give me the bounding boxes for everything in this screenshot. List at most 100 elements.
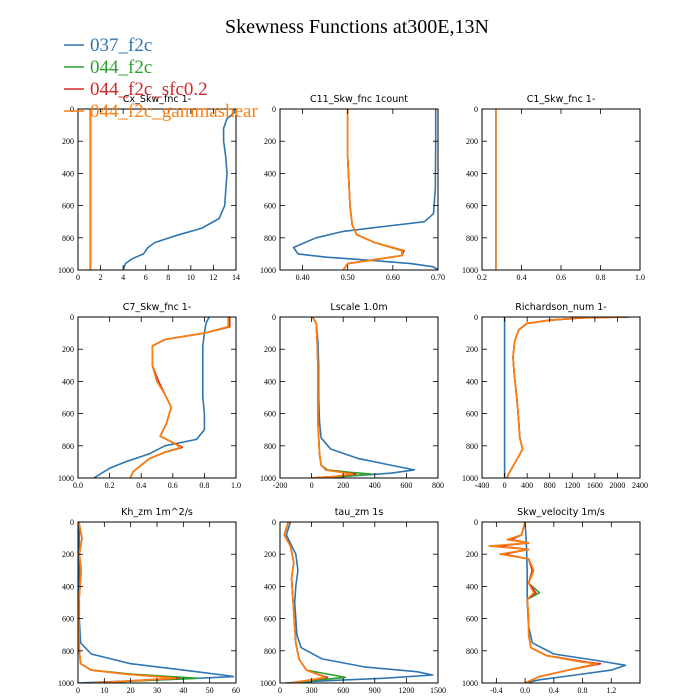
plot-frame: [279, 316, 439, 479]
y-tick-label: 400: [466, 377, 478, 386]
series-line-044_f2c_sfc0.2: [342, 109, 405, 270]
y-tick-label: 800: [466, 442, 478, 451]
series-line-044_f2c: [129, 317, 231, 478]
x-tick-label: 1.0: [231, 481, 241, 490]
x-tick-label: 0: [76, 273, 80, 282]
panel-title: tau_zm 1s: [335, 507, 384, 518]
series-line-044_f2c: [342, 109, 403, 270]
figure-title: Skewness Functions at300E,13N: [225, 16, 489, 38]
y-tick-label: 600: [466, 202, 478, 211]
legend-item: 037_f2c: [64, 35, 152, 56]
legend-item: 044_f2c_gammashear: [64, 101, 258, 122]
x-tick-label: 400: [521, 481, 533, 490]
x-tick-label: 6: [144, 273, 148, 282]
x-tick-label: 30: [153, 686, 161, 695]
x-tick-label: 300: [306, 686, 318, 695]
x-tick-label: 0.8: [596, 273, 606, 282]
y-tick-label: 1000: [58, 679, 74, 688]
x-tick-label: 4: [121, 273, 125, 282]
series-line-037_f2c: [292, 109, 438, 270]
x-tick-label: 0.2: [105, 481, 115, 490]
x-tick-label: 800: [544, 481, 556, 490]
x-tick-label: 1500: [430, 686, 446, 695]
series-line-044_f2c_gammashear: [488, 522, 598, 683]
series-line-044_f2c_sfc0.2: [129, 317, 231, 478]
panel-3: C1_Skw_fnc 1- 0.2 0.4 0.6 0.8 1.0 0 200 400 600 80…: [462, 94, 645, 282]
y-tick-label: 800: [466, 234, 478, 243]
y-tick-label: 1000: [58, 266, 74, 275]
x-tick-label: 8: [166, 273, 170, 282]
panel-title: C7_Skw_fnc 1-: [123, 302, 192, 313]
legend-label: 044_f2c_gammashear: [90, 101, 258, 122]
x-tick-label: 1.2: [606, 686, 616, 695]
x-tick-label: -200: [273, 481, 288, 490]
panel-title: C1_Skw_fnc 1-: [527, 94, 596, 105]
y-tick-label: 1000: [260, 266, 276, 275]
x-tick-label: 0.50: [341, 273, 355, 282]
y-tick-label: 800: [264, 234, 276, 243]
series-line-044_f2c_gammashear: [342, 109, 404, 270]
panel-8: tau_zm 1s 0 300 600 900 1200 1500 0 200 400 600 800…: [260, 507, 446, 695]
y-tick-label: 200: [264, 550, 276, 559]
x-tick-label: -0.4: [490, 686, 503, 695]
y-tick-label: 1000: [260, 474, 276, 483]
x-tick-label: 0.6: [556, 273, 566, 282]
x-tick-label: 0.40: [296, 273, 310, 282]
y-tick-label: 800: [62, 442, 74, 451]
y-tick-label: 0: [272, 105, 276, 114]
y-tick-label: 1000: [462, 679, 478, 688]
y-tick-label: 600: [264, 410, 276, 419]
plot-frame: [481, 521, 641, 684]
panel-9: Skw_velocity 1m/s -0.4 0.0 0.4 0.8 1.2 0 200 400…: [462, 507, 641, 695]
plot-frame: [77, 316, 237, 479]
y-tick-label: 1000: [58, 474, 74, 483]
y-tick-label: 600: [466, 410, 478, 419]
series-line-044_f2c_gammashear: [506, 317, 626, 478]
series-line-044_f2c_sfc0.2: [78, 522, 179, 683]
series-line-044_f2c: [506, 317, 629, 478]
series-line-037_f2c: [311, 317, 416, 478]
y-tick-label: 200: [466, 137, 478, 146]
x-tick-label: 50: [206, 686, 214, 695]
x-tick-label: 0.60: [386, 273, 400, 282]
x-tick-label: 800: [432, 481, 444, 490]
y-tick-label: 200: [264, 345, 276, 354]
panel-2: C11_Skw_fnc 1count 0.40 0.50 0.60 0.70 0 200 40…: [260, 94, 445, 282]
panel-grid: Cx_Skw_fnc 1-0 2 4 6 8 10 12 140200400600800100…: [58, 94, 648, 695]
series-line-044_f2c_gammashear: [283, 522, 327, 683]
series-line-044_f2c_gammashear: [78, 522, 177, 683]
x-tick-label: 0.8: [199, 481, 209, 490]
y-tick-label: 1000: [462, 266, 478, 275]
y-tick-label: 0: [70, 105, 74, 114]
x-tick-label: 2400: [632, 481, 648, 490]
y-tick-label: 400: [264, 582, 276, 591]
series-line-037_f2c: [285, 522, 434, 683]
x-tick-label: 2000: [609, 481, 625, 490]
y-tick-label: 800: [264, 442, 276, 451]
x-tick-label: 14: [232, 273, 240, 282]
y-tick-label: 600: [466, 615, 478, 624]
y-tick-label: 800: [466, 647, 478, 656]
plot-frame: [279, 108, 439, 271]
x-tick-label: 10: [187, 273, 195, 282]
legend-label: 037_f2c: [90, 35, 152, 56]
y-tick-label: 200: [264, 137, 276, 146]
x-tick-label: 0.4: [517, 273, 527, 282]
y-tick-label: 600: [264, 202, 276, 211]
x-tick-label: 1600: [587, 481, 603, 490]
x-tick-label: 1200: [564, 481, 580, 490]
y-tick-label: 200: [466, 550, 478, 559]
x-tick-label: 0.70: [431, 273, 445, 282]
series-line-044_f2c: [78, 522, 198, 683]
series-line-044_f2c_gammashear: [311, 317, 354, 478]
series-line-037_f2c: [122, 109, 236, 270]
plot-frame: [77, 521, 237, 684]
y-tick-label: 0: [272, 313, 276, 322]
legend-label: 044_f2c_sfc0.2: [90, 79, 208, 100]
x-tick-label: 600: [337, 686, 349, 695]
x-tick-label: 0: [278, 686, 282, 695]
y-tick-label: 600: [62, 410, 74, 419]
x-tick-label: 0: [310, 481, 314, 490]
series-line-037_f2c: [78, 522, 235, 683]
x-tick-label: 10: [100, 686, 108, 695]
